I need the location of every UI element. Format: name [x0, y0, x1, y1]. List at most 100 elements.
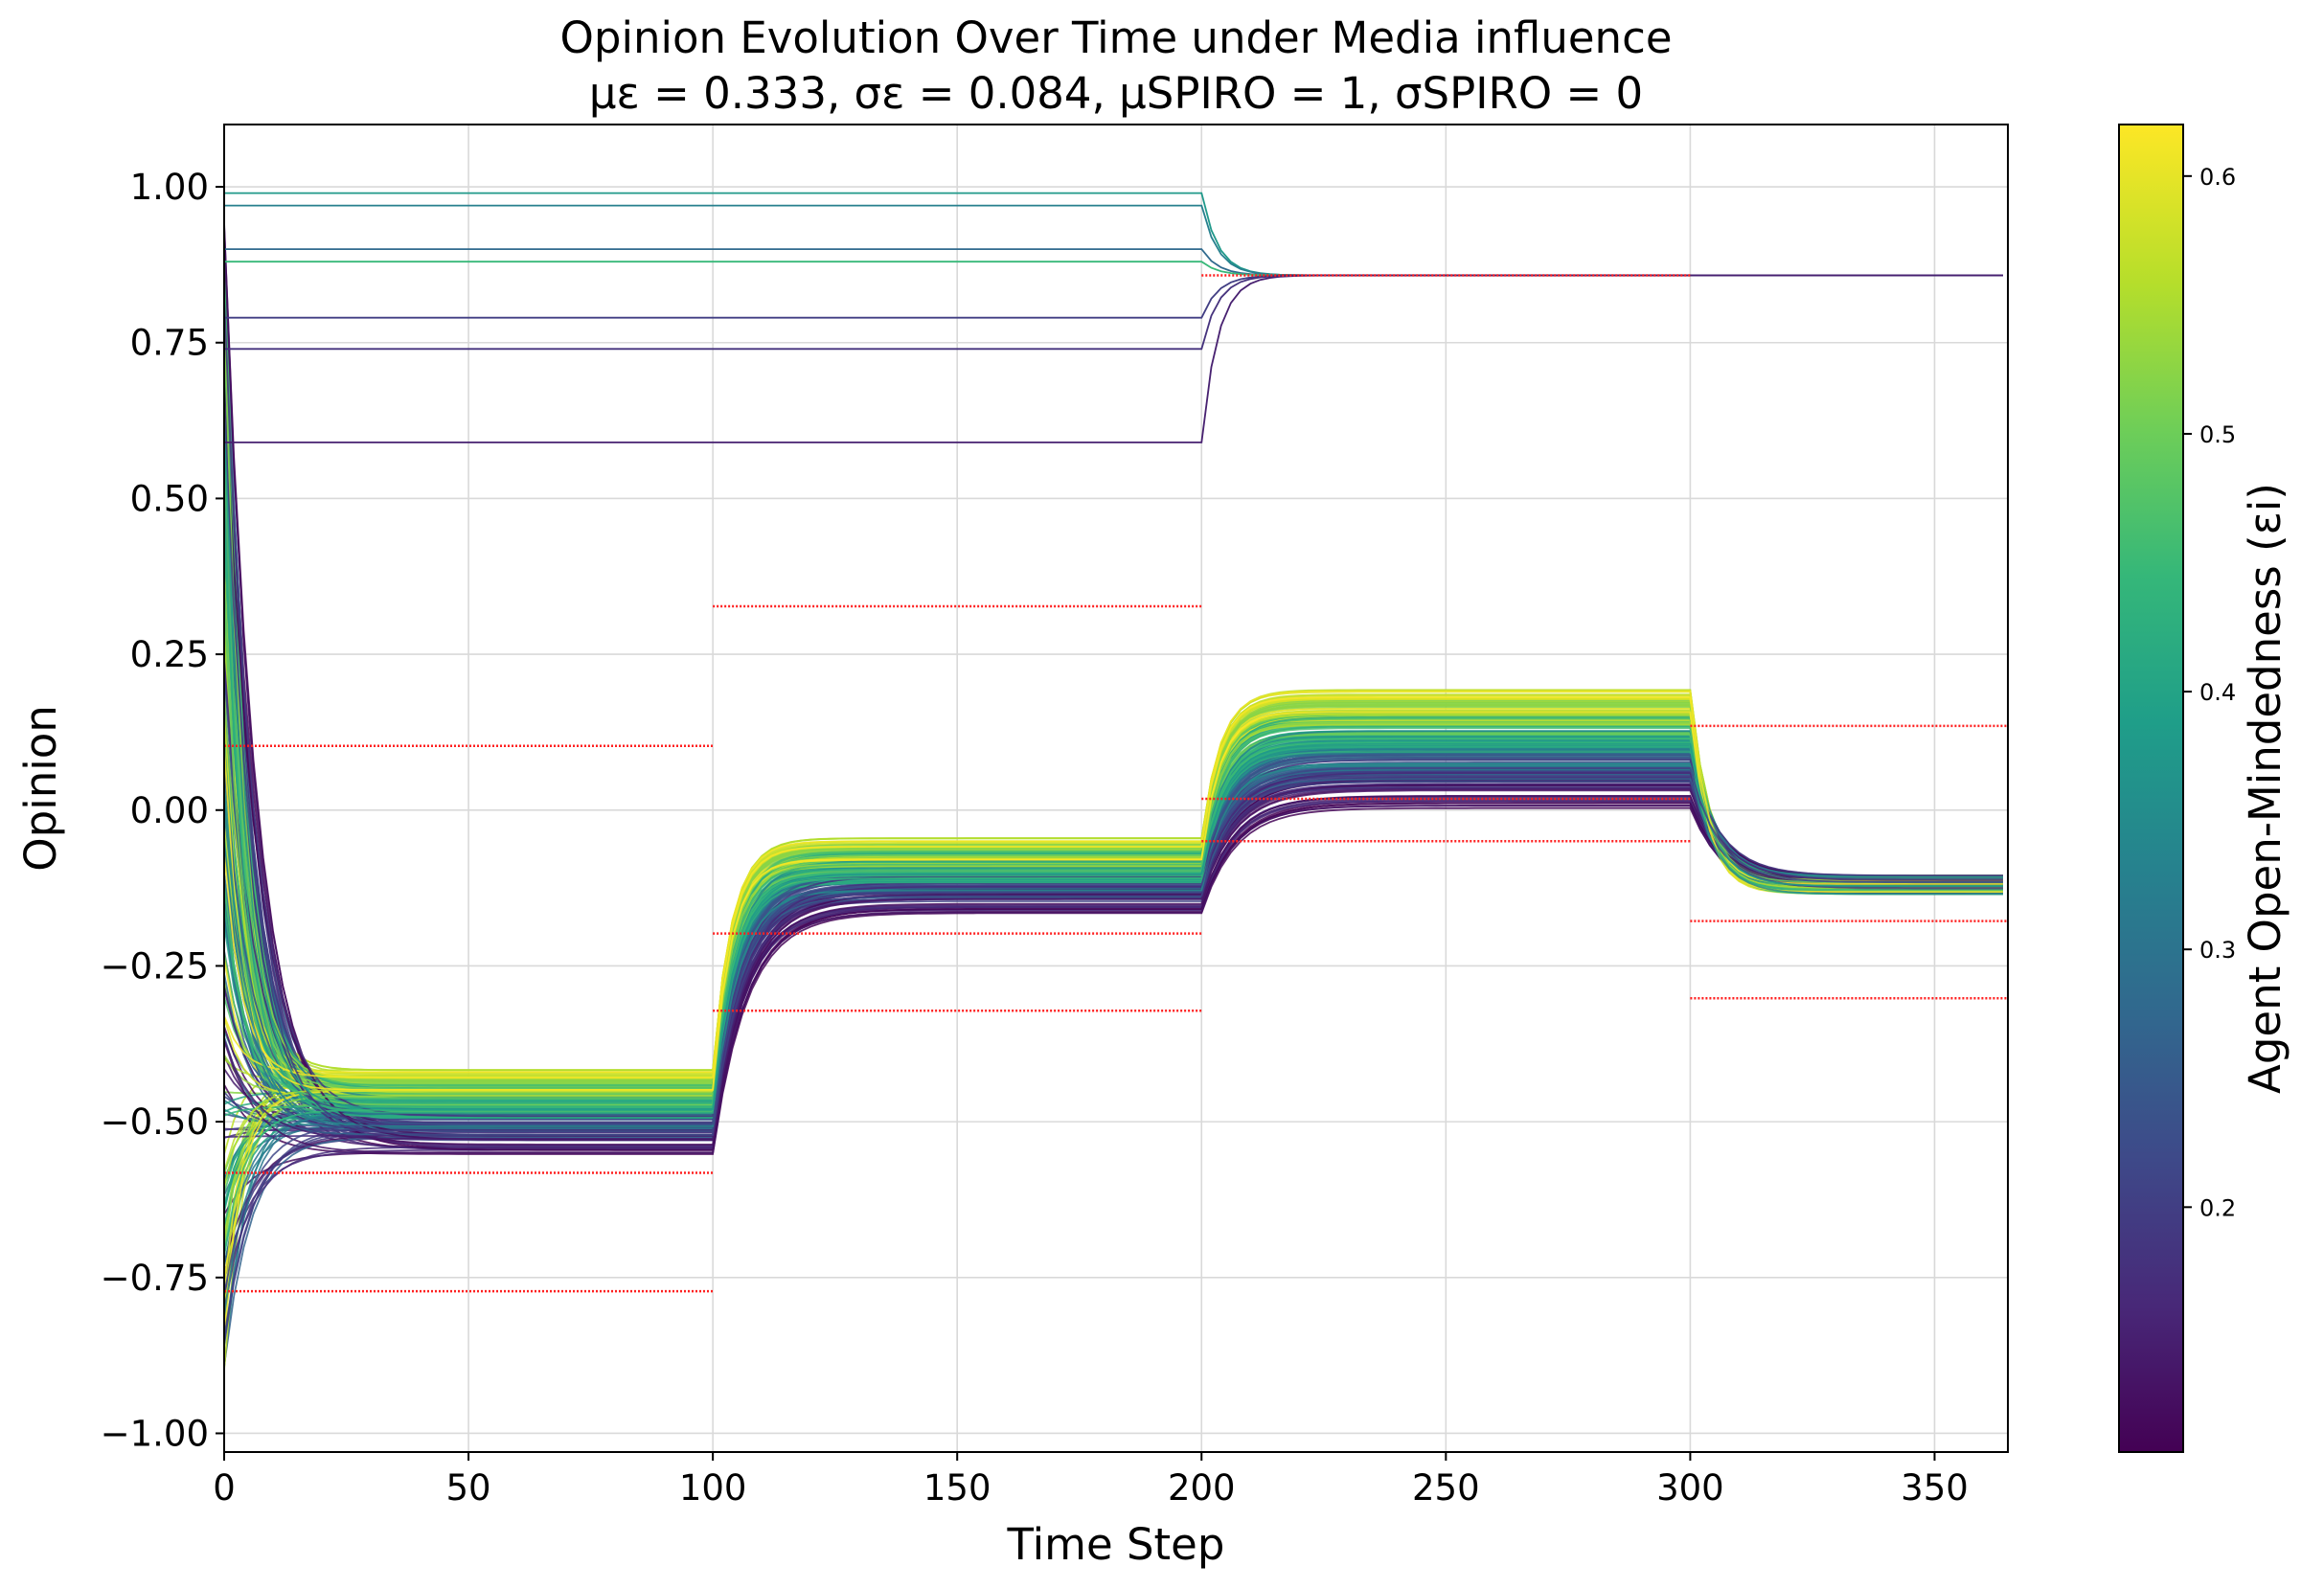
- x-tick-label: 200: [1168, 1467, 1236, 1509]
- agent-trajectory: [224, 744, 2003, 1109]
- agent-trajectory: [224, 504, 2003, 1114]
- agent-trajectory: [224, 396, 2003, 1072]
- agent-trajectory: [224, 339, 2003, 1131]
- agent-trajectory: [224, 459, 2003, 1080]
- agent-trajectory: [224, 267, 2003, 1095]
- agent-trajectory: [224, 748, 2003, 1317]
- agent-trajectory: [224, 550, 2003, 1078]
- agent-trajectory: [224, 326, 2003, 1129]
- agent-trajectory: [224, 239, 2003, 1087]
- agent-trajectory: [224, 258, 2003, 1096]
- y-tick-label: 1.00: [130, 167, 209, 208]
- agent-trajectory: [224, 538, 2003, 1114]
- agent-trajectory: [224, 730, 2003, 1368]
- agent-trajectory: [224, 737, 2003, 1117]
- agent-trajectory: [224, 728, 2003, 1102]
- agent-trajectory: [224, 727, 2003, 1100]
- agent-trajectory: [224, 522, 2003, 1091]
- agent-trajectory: [224, 237, 2003, 1141]
- y-tick-label: 0.00: [130, 790, 209, 831]
- agent-trajectory: [224, 805, 2003, 1154]
- agent-trajectory: [224, 718, 2003, 1370]
- agent-trajectory: [224, 753, 2003, 1115]
- agent-trajectory: [224, 729, 2003, 1102]
- agent-trajectory: [224, 759, 2003, 1121]
- agent-trajectory: [224, 407, 2003, 1131]
- agent-trajectory: [224, 307, 2003, 1118]
- agent-trajectory: [224, 383, 2003, 1111]
- agent-trajectory: [224, 574, 2003, 1088]
- agent-trajectory: [224, 475, 2003, 1119]
- agent-trajectory: [224, 591, 2003, 1090]
- agent-trajectory: [224, 365, 2003, 1113]
- agent-trajectory: [224, 577, 2003, 1079]
- agent-trajectory: [224, 741, 2003, 1112]
- agent-trajectory: [224, 530, 2003, 1128]
- agent-trajectory: [224, 523, 2003, 1108]
- agent-trajectory: [224, 261, 2003, 277]
- agent-trajectory: [224, 733, 2003, 1105]
- x-axis: 0 50 100 150 200 250 300 350: [213, 1452, 1969, 1509]
- agent-trajectory: [224, 315, 2003, 1127]
- agent-trajectory: [224, 563, 2003, 1093]
- x-tick-label: 250: [1412, 1467, 1480, 1509]
- agent-trajectory: [224, 494, 2003, 1140]
- agent-trajectory: [224, 550, 2003, 1101]
- agent-trajectory: [224, 723, 2003, 1323]
- agent-trajectory: [224, 764, 2003, 1127]
- agent-trajectory: [224, 404, 2003, 1136]
- agent-trajectory: [224, 734, 2003, 1106]
- agent-trajectory: [224, 715, 2003, 1238]
- agent-trajectory: [224, 767, 2003, 1295]
- agent-trajectory: [224, 733, 2003, 1101]
- agent-trajectory: [224, 269, 2003, 1087]
- agent-trajectory: [224, 426, 2003, 1110]
- x-tick-label: 50: [446, 1467, 491, 1509]
- agent-trajectory: [224, 433, 2003, 1097]
- agent-trajectory: [224, 311, 2003, 1147]
- agent-trajectory: [224, 499, 2003, 1119]
- agent-trajectory: [224, 222, 2003, 1146]
- agent-trajectory: [224, 500, 2003, 1124]
- agent-trajectory: [224, 235, 2003, 1108]
- agent-trajectory: [224, 308, 2003, 1149]
- colorbar-label: Agent Open-Mindedness (εi): [2240, 483, 2290, 1094]
- agent-trajectory: [224, 375, 2003, 1137]
- grid-lines: [223, 125, 2008, 1452]
- agent-trajectory: [224, 481, 2003, 1104]
- agent-trajectory: [224, 274, 2003, 443]
- agent-trajectory: [224, 699, 2003, 1251]
- agent-trajectory: [224, 344, 2003, 1075]
- media-levels: [224, 274, 2008, 1293]
- agent-trajectory: [224, 335, 2003, 1089]
- colorbar-tick-label: 0.4: [2199, 679, 2236, 706]
- plot-frame: [223, 124, 2009, 1453]
- agent-trajectory: [224, 505, 2003, 1108]
- agent-trajectory: [224, 353, 2003, 1136]
- agent-trajectory: [224, 743, 2003, 1113]
- agent-trajectory: [224, 354, 2003, 1115]
- agent-trajectory: [224, 583, 2003, 1089]
- agent-trajectory: [224, 712, 2003, 1328]
- agent-trajectory: [224, 321, 2003, 1079]
- agent-trajectory: [224, 751, 2003, 1266]
- y-tick-label: 0.75: [130, 323, 209, 364]
- chart-subtitle: με = 0.333, σε = 0.084, μSPIRO = 1, σSPI…: [589, 68, 1643, 119]
- agent-trajectory: [224, 700, 2003, 1284]
- agent-trajectory: [224, 713, 2003, 1288]
- agent-trajectory: [224, 439, 2003, 1106]
- agent-trajectory: [224, 396, 2003, 1127]
- y-tick-label: −1.00: [101, 1413, 209, 1454]
- agent-trajectory: [224, 381, 2003, 1095]
- agent-trajectory: [224, 485, 2003, 1146]
- agent-trajectory: [224, 721, 2003, 1243]
- x-tick-label: 350: [1901, 1467, 1969, 1509]
- colorbar-tick-label: 0.3: [2199, 937, 2236, 964]
- agent-trajectory: [224, 740, 2003, 1108]
- agent-trajectory: [224, 530, 2003, 1096]
- agent-trajectory: [224, 298, 2003, 1118]
- x-tick-label: 100: [679, 1467, 747, 1509]
- agent-trajectory: [224, 341, 2003, 1114]
- agent-trajectory: [224, 532, 2003, 1115]
